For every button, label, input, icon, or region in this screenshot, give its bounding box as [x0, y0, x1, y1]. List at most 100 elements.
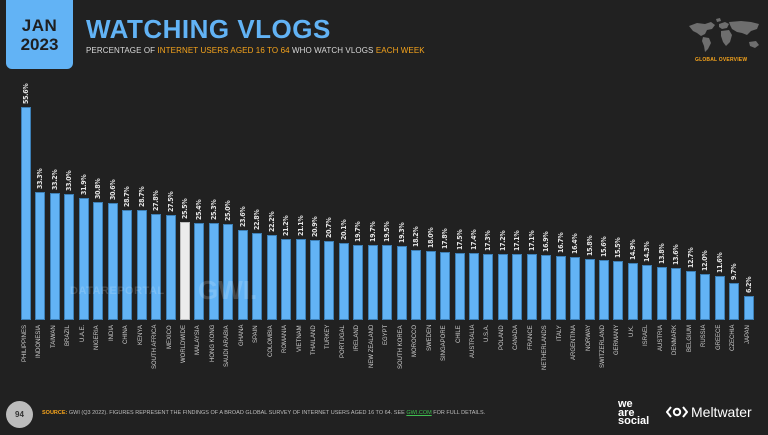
category-label: ARGENTINA [571, 324, 578, 360]
bar-group [454, 252, 465, 320]
category-label: SAUDI ARABIA [224, 325, 231, 367]
bar [714, 275, 725, 320]
page-title: WATCHING VLOGS [86, 14, 331, 44]
bar-value-label: 16.9% [542, 231, 551, 253]
category-label: WORLDWIDE [180, 325, 187, 363]
bar-value-label: 17.1% [513, 231, 522, 252]
bar-group [93, 202, 104, 320]
bar-group [338, 242, 349, 320]
category-label: U.S.A. [484, 324, 491, 342]
category-label: CANADA [513, 324, 520, 350]
category-label: CZECHIA [730, 324, 737, 351]
bar-group [555, 256, 566, 320]
category-label: MALAYSIA [195, 325, 202, 355]
bar [165, 214, 176, 320]
category-label: CHILE [455, 325, 462, 343]
bar-group [396, 246, 407, 320]
bar-value-label: 28.7% [137, 186, 146, 208]
bar [599, 260, 609, 320]
bar-value-label: 12.0% [701, 250, 710, 272]
date-badge: JAN 2023 [6, 0, 73, 69]
bar [613, 260, 624, 320]
bar-group [425, 251, 436, 320]
bar-group [151, 213, 162, 320]
category-label: NORWAY [585, 324, 592, 351]
logo-line: are [618, 406, 635, 419]
category-label: U.A.E. [79, 324, 86, 342]
bar [468, 253, 479, 320]
bar [237, 229, 248, 320]
bar-group [627, 262, 638, 320]
bar [179, 222, 190, 320]
category-label: ROMANIA [282, 324, 289, 353]
category-label: BRAZIL [65, 324, 72, 346]
bar-value-label: 19.7% [368, 221, 377, 242]
bar-value-label: 33.3% [36, 169, 45, 190]
bar-group [613, 260, 624, 320]
bar [454, 252, 465, 320]
category-label: AUSTRIA [657, 324, 664, 351]
bar-group [367, 244, 378, 320]
category-label: U.K. [628, 325, 635, 337]
category-label: EGYPT [383, 324, 390, 345]
category-label: PORTUGAL [339, 325, 346, 358]
category-label: HONG KONG [209, 324, 216, 362]
bar-value-label: 17.2% [498, 230, 507, 252]
category-label: INDONESIA [36, 324, 43, 358]
bar-value-label: 31.9% [79, 174, 88, 195]
bar-group [671, 267, 682, 320]
bar-group [541, 255, 552, 320]
bar-group [208, 223, 219, 320]
subtitle-part: PERCENTAGE OF [86, 46, 158, 55]
bar-group [223, 224, 234, 320]
bar-group [281, 238, 292, 320]
bar-group [136, 210, 147, 320]
bar-group [599, 260, 609, 320]
bar-value-label: 30.6% [108, 179, 117, 200]
bar-value-label: 28.7% [123, 186, 132, 208]
bar-value-label: 13.6% [672, 244, 681, 265]
bar [93, 202, 104, 320]
bar-value-label: 15.6% [600, 236, 608, 258]
bar-group [310, 239, 320, 320]
bar-value-label: 15.8% [585, 236, 594, 257]
bar-value-label: 19.3% [397, 222, 406, 244]
bar [642, 265, 653, 320]
category-label: VIETNAM [296, 325, 303, 352]
bar-group [526, 254, 537, 320]
bar [411, 250, 422, 320]
bar [584, 259, 595, 320]
bar [700, 274, 711, 320]
we-are-social-logo: we are social [618, 399, 649, 427]
category-label: JAPAN [744, 325, 751, 344]
category-label: RUSSIA [701, 324, 708, 347]
bar-value-label: 22.8% [253, 209, 262, 230]
bar [570, 257, 581, 320]
bar-group [656, 267, 667, 320]
bar [281, 238, 292, 320]
category-label: INDIA [108, 324, 115, 341]
bar [136, 210, 147, 320]
category-label: DENMARK [672, 324, 679, 355]
subtitle-highlight: EACH WEEK [375, 46, 425, 55]
bar-group [21, 107, 31, 320]
bar-value-label: 21.1% [296, 215, 305, 237]
category-label: PHILIPPINES [22, 324, 28, 362]
bar-value-label: 20.1% [339, 219, 348, 240]
bar [526, 254, 537, 320]
bar-value-label: 27.5% [166, 191, 175, 212]
category-label: THAILAND [311, 325, 317, 355]
source-link[interactable]: GWI.COM [406, 410, 432, 416]
gwi-watermark: GWI. [198, 275, 258, 305]
bar [382, 245, 393, 320]
bar [208, 223, 219, 320]
bar [656, 267, 667, 320]
bar-group [382, 245, 393, 320]
category-label: GREECE [715, 324, 722, 350]
bar-group [411, 250, 422, 320]
bar-value-label: 20.7% [325, 217, 334, 238]
bar-group [194, 222, 205, 320]
bar-value-label: 21.2% [282, 215, 291, 236]
world-map-icon [685, 16, 765, 66]
category-label: NETHERLANDS [542, 325, 549, 370]
